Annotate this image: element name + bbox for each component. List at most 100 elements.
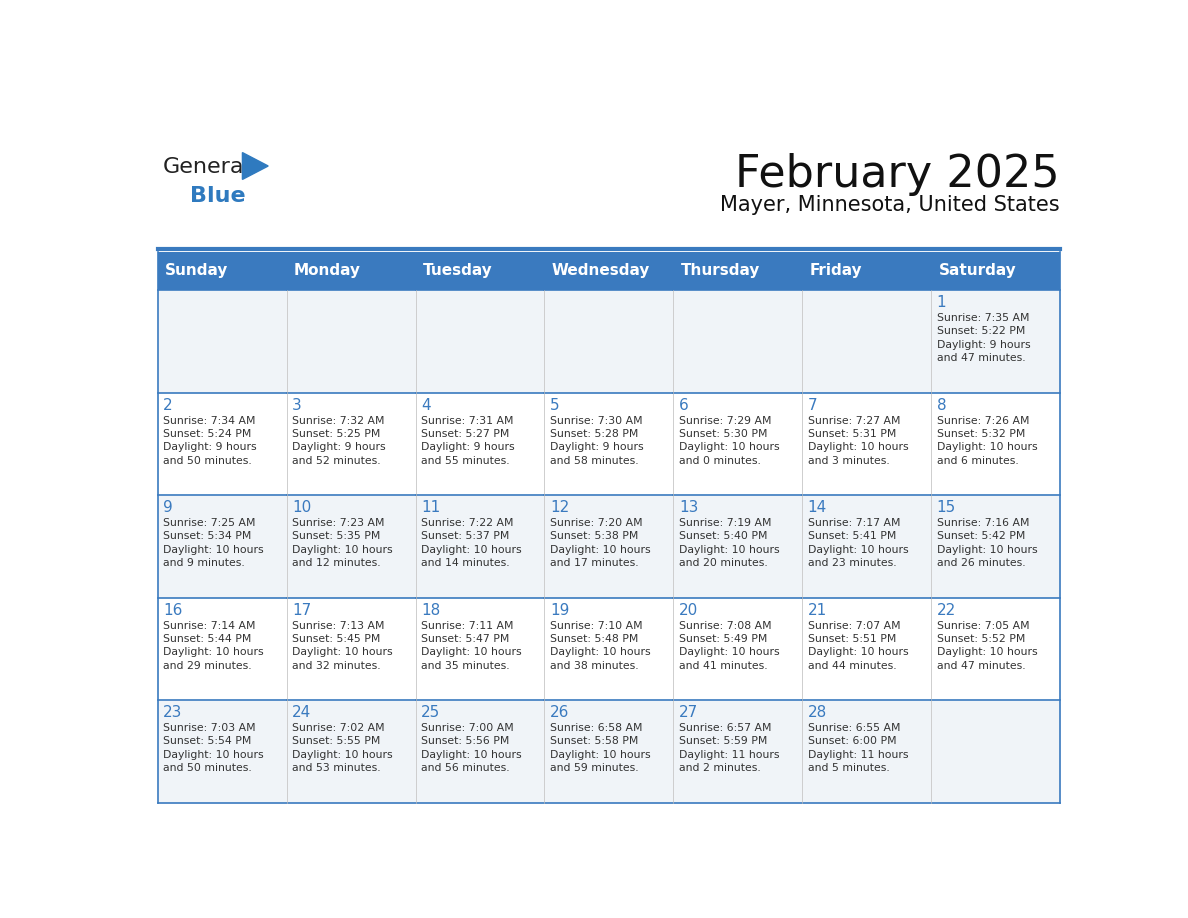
Bar — [674, 496, 802, 598]
Text: Sunrise: 6:57 AM: Sunrise: 6:57 AM — [678, 723, 771, 733]
Text: and 32 minutes.: and 32 minutes. — [292, 661, 381, 671]
Text: Sunrise: 7:03 AM: Sunrise: 7:03 AM — [163, 723, 255, 733]
Bar — [544, 598, 674, 700]
Text: 20: 20 — [678, 603, 699, 618]
Text: 16: 16 — [163, 603, 183, 618]
Text: 28: 28 — [808, 705, 827, 721]
Bar — [544, 700, 674, 803]
Text: Daylight: 9 hours: Daylight: 9 hours — [292, 442, 386, 453]
Text: Daylight: 10 hours: Daylight: 10 hours — [292, 647, 393, 657]
Text: 26: 26 — [550, 705, 569, 721]
Text: Monday: Monday — [293, 263, 361, 278]
Bar — [802, 496, 931, 598]
Bar — [286, 700, 416, 803]
Bar — [286, 393, 416, 496]
Text: and 26 minutes.: and 26 minutes. — [936, 558, 1025, 568]
Text: Sunset: 6:00 PM: Sunset: 6:00 PM — [808, 736, 897, 746]
Text: Sunset: 5:28 PM: Sunset: 5:28 PM — [550, 429, 638, 439]
Text: General: General — [163, 157, 249, 177]
Text: and 12 minutes.: and 12 minutes. — [292, 558, 381, 568]
Text: Saturday: Saturday — [939, 263, 1016, 278]
Text: Sunrise: 6:58 AM: Sunrise: 6:58 AM — [550, 723, 643, 733]
Bar — [286, 496, 416, 598]
Text: and 6 minutes.: and 6 minutes. — [936, 456, 1018, 465]
Bar — [416, 252, 544, 290]
Text: 1: 1 — [936, 296, 947, 310]
Text: and 50 minutes.: and 50 minutes. — [163, 763, 252, 773]
Text: Sunset: 5:22 PM: Sunset: 5:22 PM — [936, 327, 1025, 337]
Text: and 41 minutes.: and 41 minutes. — [678, 661, 767, 671]
Text: and 9 minutes.: and 9 minutes. — [163, 558, 245, 568]
Text: Daylight: 10 hours: Daylight: 10 hours — [678, 647, 779, 657]
Text: Sunrise: 7:32 AM: Sunrise: 7:32 AM — [292, 416, 385, 426]
Text: 23: 23 — [163, 705, 183, 721]
Text: Daylight: 10 hours: Daylight: 10 hours — [163, 545, 264, 554]
Text: Daylight: 10 hours: Daylight: 10 hours — [678, 442, 779, 453]
Text: Sunset: 5:27 PM: Sunset: 5:27 PM — [421, 429, 510, 439]
Text: Sunrise: 7:29 AM: Sunrise: 7:29 AM — [678, 416, 771, 426]
Text: and 0 minutes.: and 0 minutes. — [678, 456, 760, 465]
Text: and 59 minutes.: and 59 minutes. — [550, 763, 639, 773]
Text: Daylight: 10 hours: Daylight: 10 hours — [936, 647, 1037, 657]
Text: 27: 27 — [678, 705, 699, 721]
Text: and 47 minutes.: and 47 minutes. — [936, 353, 1025, 364]
Text: Sunrise: 7:34 AM: Sunrise: 7:34 AM — [163, 416, 255, 426]
Text: Sunrise: 7:16 AM: Sunrise: 7:16 AM — [936, 518, 1029, 528]
Text: and 20 minutes.: and 20 minutes. — [678, 558, 767, 568]
Bar — [931, 700, 1060, 803]
Text: Daylight: 9 hours: Daylight: 9 hours — [550, 442, 644, 453]
Text: Daylight: 11 hours: Daylight: 11 hours — [808, 750, 908, 760]
Text: Sunset: 5:45 PM: Sunset: 5:45 PM — [292, 634, 380, 644]
Text: and 29 minutes.: and 29 minutes. — [163, 661, 252, 671]
Text: Sunset: 5:30 PM: Sunset: 5:30 PM — [678, 429, 767, 439]
Bar — [674, 598, 802, 700]
Bar — [931, 290, 1060, 393]
Bar — [158, 496, 286, 598]
Text: Daylight: 10 hours: Daylight: 10 hours — [936, 442, 1037, 453]
Text: Sunset: 5:40 PM: Sunset: 5:40 PM — [678, 532, 767, 542]
Text: Daylight: 10 hours: Daylight: 10 hours — [421, 647, 522, 657]
Text: 2: 2 — [163, 397, 173, 413]
Text: Sunrise: 7:30 AM: Sunrise: 7:30 AM — [550, 416, 643, 426]
Text: Daylight: 10 hours: Daylight: 10 hours — [808, 545, 909, 554]
Text: Sunrise: 6:55 AM: Sunrise: 6:55 AM — [808, 723, 901, 733]
Text: Daylight: 10 hours: Daylight: 10 hours — [163, 750, 264, 760]
Text: 4: 4 — [421, 397, 431, 413]
Text: Sunrise: 7:14 AM: Sunrise: 7:14 AM — [163, 621, 255, 631]
Text: Daylight: 9 hours: Daylight: 9 hours — [421, 442, 514, 453]
Text: 11: 11 — [421, 500, 441, 515]
Text: Sunrise: 7:26 AM: Sunrise: 7:26 AM — [936, 416, 1029, 426]
Text: and 52 minutes.: and 52 minutes. — [292, 456, 381, 465]
Bar — [802, 598, 931, 700]
Text: Sunset: 5:58 PM: Sunset: 5:58 PM — [550, 736, 638, 746]
Text: Sunset: 5:38 PM: Sunset: 5:38 PM — [550, 532, 638, 542]
Text: 5: 5 — [550, 397, 560, 413]
Text: Sunrise: 7:10 AM: Sunrise: 7:10 AM — [550, 621, 643, 631]
Text: 21: 21 — [808, 603, 827, 618]
Text: 13: 13 — [678, 500, 699, 515]
Text: 25: 25 — [421, 705, 441, 721]
Text: and 17 minutes.: and 17 minutes. — [550, 558, 639, 568]
Bar — [416, 393, 544, 496]
Text: Sunrise: 7:20 AM: Sunrise: 7:20 AM — [550, 518, 643, 528]
Text: Sunset: 5:25 PM: Sunset: 5:25 PM — [292, 429, 380, 439]
Bar — [802, 700, 931, 803]
Text: and 23 minutes.: and 23 minutes. — [808, 558, 897, 568]
Bar — [544, 496, 674, 598]
Text: Wednesday: Wednesday — [551, 263, 650, 278]
Bar — [674, 393, 802, 496]
Text: and 44 minutes.: and 44 minutes. — [808, 661, 897, 671]
Text: Sunrise: 7:35 AM: Sunrise: 7:35 AM — [936, 313, 1029, 323]
Text: and 35 minutes.: and 35 minutes. — [421, 661, 510, 671]
Text: Thursday: Thursday — [681, 263, 760, 278]
Text: Sunrise: 7:25 AM: Sunrise: 7:25 AM — [163, 518, 255, 528]
Text: 8: 8 — [936, 397, 947, 413]
Text: 9: 9 — [163, 500, 173, 515]
Text: Sunrise: 7:07 AM: Sunrise: 7:07 AM — [808, 621, 901, 631]
Text: and 3 minutes.: and 3 minutes. — [808, 456, 890, 465]
Text: Sunset: 5:48 PM: Sunset: 5:48 PM — [550, 634, 638, 644]
Bar — [931, 252, 1060, 290]
Text: Sunset: 5:37 PM: Sunset: 5:37 PM — [421, 532, 510, 542]
Text: Sunset: 5:52 PM: Sunset: 5:52 PM — [936, 634, 1025, 644]
Text: Sunrise: 7:27 AM: Sunrise: 7:27 AM — [808, 416, 901, 426]
